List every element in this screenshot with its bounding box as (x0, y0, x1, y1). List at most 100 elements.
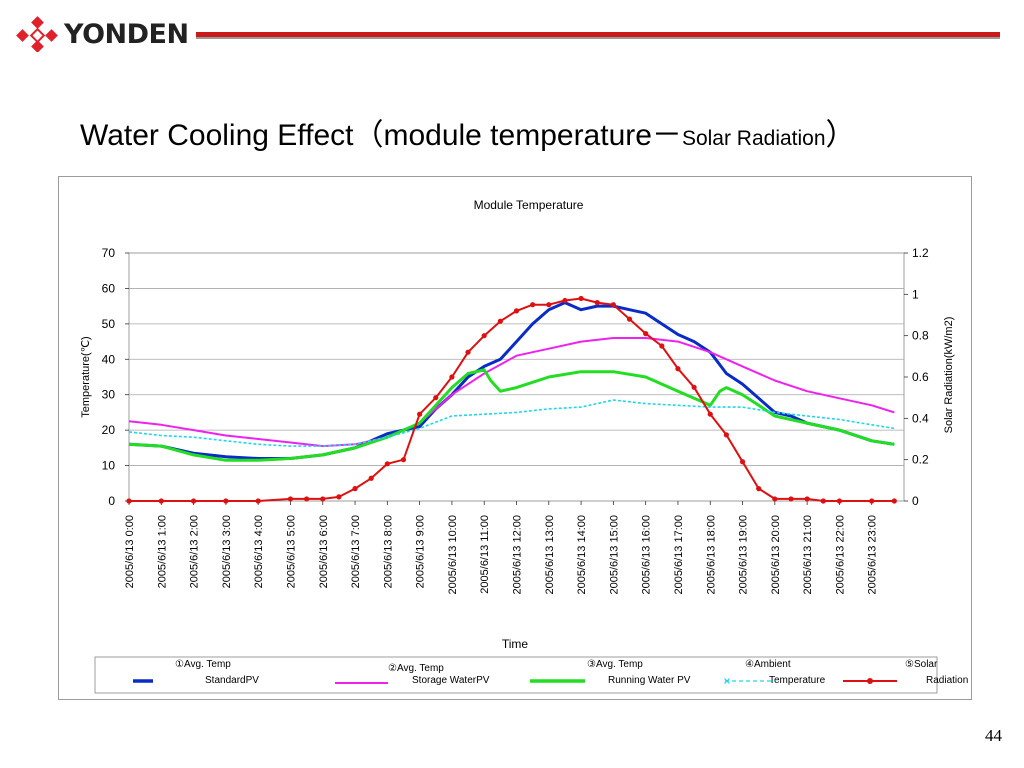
series-5-point (255, 498, 261, 504)
series-5-point (804, 496, 810, 502)
x-tick-label: 2005/6/13 7:00 (350, 515, 362, 588)
y-tick-label: 60 (102, 281, 116, 295)
series-5-point (610, 302, 616, 308)
series-5-point (417, 411, 423, 417)
x-tick-label: 2005/6/13 9:00 (415, 515, 427, 588)
series-5-point (190, 498, 197, 504)
y-axis-title: Temperature(℃) (80, 336, 92, 417)
legend-label-4: ④Ambient (745, 659, 791, 670)
slide-title: Water Cooling Effect（module temperature－… (80, 110, 856, 154)
brand-name: YONDEN (64, 19, 189, 50)
y2-tick-label: 0 (912, 494, 919, 508)
x-tick-label: 2005/6/13 22:00 (834, 515, 846, 595)
series-line-4 (128, 399, 895, 447)
x-axis-title: Time (502, 637, 529, 651)
y2-tick-label: 0.4 (912, 411, 929, 425)
series-5-point (320, 496, 326, 502)
legend-label-2: ②Avg. Temp (388, 663, 444, 674)
x-tick-label: 2005/6/13 5:00 (285, 515, 297, 588)
series-5-point (304, 496, 310, 502)
legend-marker-dot (867, 678, 873, 684)
series-5-point (772, 496, 778, 502)
plot-area (128, 252, 905, 502)
y2-tick-label: 0.2 (912, 453, 929, 467)
series-5-point (739, 459, 746, 465)
header-rule-red (196, 32, 1000, 37)
series-5-point (465, 349, 471, 355)
slide-title-small: Solar Radiation (681, 127, 826, 150)
legend-marker-cross (724, 678, 730, 684)
x-tick-label: 2005/6/13 13:00 (544, 515, 556, 595)
series-5-point (158, 498, 164, 504)
legend-label-1: ①Avg. Temp (175, 659, 231, 670)
x-tick-label: 2005/6/13 6:00 (318, 515, 330, 588)
x-tick-label: 2005/6/13 18:00 (705, 515, 717, 595)
x-tick-label: 2005/6/13 12:00 (512, 515, 524, 595)
series-5-point (820, 498, 826, 504)
x-tick-label: 2005/6/13 20:00 (770, 515, 782, 595)
y-tick-label: 20 (102, 423, 116, 437)
x-tick-label: 2005/6/13 16:00 (641, 515, 653, 595)
series-5-point (384, 461, 390, 467)
x-tick-label: 2005/6/13 21:00 (802, 515, 814, 595)
x-tick-label: 2005/6/13 4:00 (253, 515, 265, 588)
yonden-mark-icon (16, 16, 58, 52)
series-5-point (562, 297, 568, 304)
y2-tick-label: 0.8 (912, 329, 929, 343)
series-5-point (433, 395, 439, 401)
legend-box (94, 656, 938, 694)
slide-title-main: Water Cooling Effect（module temperature－ (80, 119, 682, 152)
legend-label-3: ③Avg. Temp (587, 659, 643, 670)
series-5-point (659, 343, 665, 349)
x-tick-label: 2005/6/13 23:00 (867, 515, 879, 595)
series-5-point (626, 316, 633, 322)
y-tick-label: 30 (102, 388, 116, 402)
x-tick-label: 2005/6/13 15:00 (608, 515, 620, 595)
page-number: 44 (985, 726, 1002, 745)
x-tick-label: 2005/6/13 1:00 (156, 515, 168, 588)
series-line-3 (128, 368, 895, 462)
x-tick-label: 2005/6/13 17:00 (673, 515, 685, 595)
legend-sublabel-3: Running Water PV (608, 675, 691, 686)
series-5-point (578, 295, 584, 302)
series-5-point (223, 498, 229, 504)
y-tick-label: 0 (108, 494, 115, 508)
series-5-point (691, 384, 697, 390)
series-5-point (449, 374, 455, 380)
series-5-point (336, 494, 342, 500)
chart-title: Module Temperature (474, 198, 584, 212)
x-tick-label: 2005/6/13 2:00 (189, 515, 201, 588)
series-5-point (594, 300, 600, 306)
y2-tick-label: 1.2 (912, 246, 929, 260)
series-5-point (891, 498, 897, 504)
series-5-point (126, 498, 132, 504)
series-5-point (788, 496, 794, 502)
series-line-5 (129, 297, 895, 502)
series-5-point (723, 432, 729, 438)
header-rule-grey (196, 37, 1000, 39)
series-5-point (481, 333, 487, 339)
x-tick-label: 2005/6/13 3:00 (221, 515, 233, 588)
y2-tick-label: 1 (912, 287, 919, 301)
y-tick-label: 10 (102, 459, 116, 473)
x-tick-label: 2005/6/13 10:00 (447, 515, 459, 595)
series-5-point (546, 302, 552, 308)
series-5-point (756, 486, 762, 492)
y2-axis-title: Solar Radiation(kW/m2) (943, 317, 955, 434)
legend-sublabel-1: StandardPV (205, 675, 259, 686)
series-5-point (513, 308, 520, 314)
x-tick-label: 2005/6/13 0:00 (124, 515, 136, 588)
series-5-point (400, 457, 407, 463)
y-tick-label: 50 (102, 317, 116, 331)
legend-sublabel-4: Temperature (769, 675, 826, 686)
series-5-point (707, 411, 713, 417)
legend-sublabel-5: Radiation (926, 675, 968, 686)
x-tick-label: 2005/6/13 19:00 (738, 515, 750, 595)
series-5-point (287, 496, 294, 502)
x-tick-label: 2005/6/13 11:00 (479, 515, 491, 594)
series-5-point (352, 486, 358, 492)
series-line-2 (128, 337, 895, 448)
legend-label-5: ⑤Solar (905, 659, 938, 670)
legend-sublabel-2: Storage WaterPV (412, 675, 490, 686)
x-tick-label: 2005/6/13 14:00 (576, 515, 588, 595)
